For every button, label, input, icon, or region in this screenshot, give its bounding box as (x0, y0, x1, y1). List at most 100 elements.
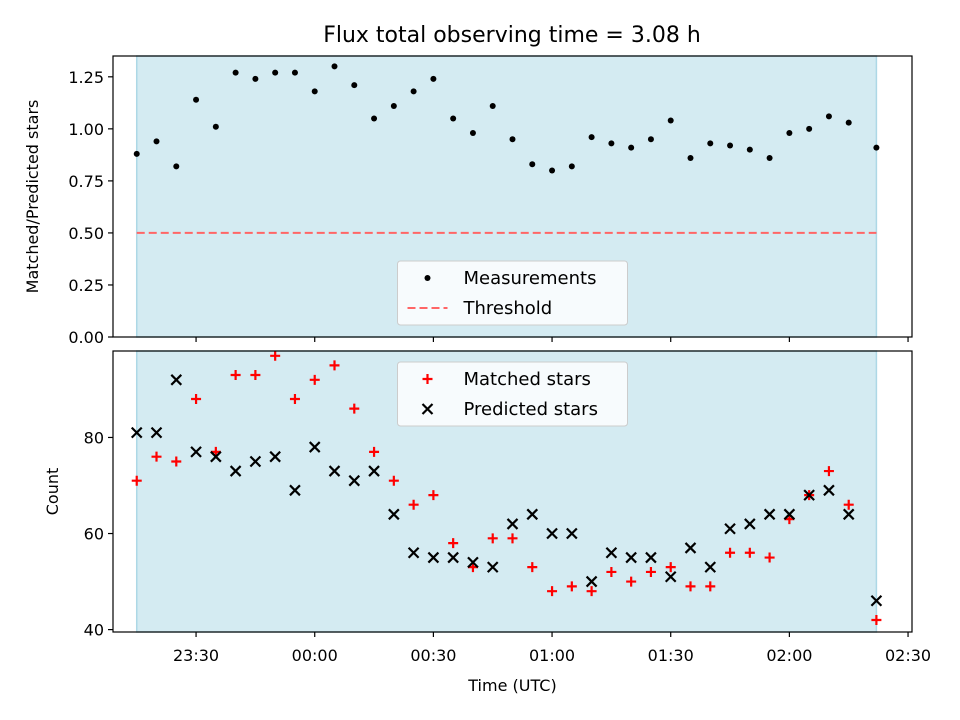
predicted-star-point (783, 508, 796, 521)
measurement-point (549, 167, 556, 174)
matched-star-point (645, 566, 656, 577)
matched-star-point (329, 360, 340, 371)
predicted-star-point (368, 465, 380, 477)
matched-star-point (626, 576, 637, 587)
measurement-point (806, 125, 813, 132)
measurement-point (173, 163, 180, 170)
predicted-star-point (645, 551, 657, 564)
predicted-star-point (447, 551, 459, 564)
legend-label: Threshold (463, 298, 553, 319)
predicted-star-point (190, 446, 202, 458)
predicted-star-point (803, 489, 815, 501)
x-axis-label: Time (UTC) (467, 676, 556, 695)
measurement-point (825, 113, 832, 120)
x-tick-label: 01:00 (529, 646, 575, 665)
legend-label: Matched stars (464, 369, 591, 390)
predicted-star-point (269, 450, 281, 463)
matched-star-point (270, 350, 281, 361)
measurement-point (212, 123, 219, 130)
matched-star-point (151, 451, 162, 462)
measurement-point (311, 88, 318, 95)
predicted-star-point (664, 570, 677, 583)
matched-star-point (388, 475, 399, 486)
matched-star-point (586, 586, 597, 597)
measurement-point (766, 154, 773, 161)
predicted-star-point (526, 508, 539, 521)
x-tick-label: 00:30 (410, 646, 456, 665)
predicted-star-point (407, 546, 420, 559)
predicted-star-point (506, 518, 519, 530)
figure-title: Flux total observing time = 3.08 h (323, 23, 701, 48)
predicted-star-point (870, 595, 883, 607)
matched-star-point (665, 562, 676, 573)
legend-matched-marker (422, 374, 433, 384)
measurement-point (430, 75, 437, 82)
measurement-point (291, 69, 298, 76)
predicted-star-point (130, 426, 143, 439)
measurement-point (529, 161, 536, 168)
measurement-point (469, 130, 476, 137)
measurement-point (390, 102, 397, 109)
measurement-point (687, 154, 694, 161)
matched-star-point (764, 552, 775, 563)
y-tick-label: 1.25 (68, 68, 104, 87)
axes-frame (112, 350, 913, 633)
measurement-point (351, 82, 358, 89)
matched-star-point (309, 374, 320, 385)
measurement-point (450, 115, 457, 122)
matched-star-point (705, 581, 716, 592)
measurement-point (588, 134, 595, 141)
matched-star-point (823, 466, 834, 477)
legend-measurement-marker (424, 275, 431, 281)
matched-star-point (527, 562, 538, 573)
matched-star-point (744, 547, 755, 558)
predicted-star-point (348, 474, 361, 487)
y-tick-label: 0.25 (68, 276, 104, 295)
bottom-panel: 40 60 80 23:30 00:00 00:30 01:00 01:30 02:00 02:3… (43, 350, 931, 695)
matched-star-point (428, 490, 439, 501)
predicted-star-point (566, 527, 578, 540)
predicted-star-point (744, 518, 756, 530)
y-tick-label: 80 (84, 428, 104, 447)
y-axis-label: Count (43, 468, 62, 516)
matched-star-point (685, 581, 696, 592)
y-tick-label: 60 (84, 525, 104, 544)
measurement-point (410, 88, 417, 95)
x-tick-label: 02:00 (766, 646, 812, 665)
predicted-star-point (249, 455, 262, 468)
measurement-point (489, 102, 496, 109)
measurement-point (331, 63, 338, 70)
matched-star-point (250, 370, 261, 381)
measurement-point (133, 150, 140, 157)
matched-star-point (448, 538, 459, 549)
measurement-point (232, 69, 239, 76)
matched-star-point (507, 533, 518, 544)
matched-star-point (606, 566, 617, 577)
y-tick-label: 40 (84, 621, 104, 640)
matched-star-point (566, 581, 577, 592)
matched-star-point (843, 499, 854, 510)
x-tick-label: 02:30 (885, 646, 931, 665)
predicted-star-point (763, 508, 776, 521)
predicted-star-point (605, 546, 618, 559)
matched-star-point (191, 394, 202, 405)
matched-star-point (131, 475, 142, 486)
measurement-point (193, 96, 200, 103)
predicted-star-point (467, 556, 479, 569)
measurement-point (707, 140, 714, 147)
matched-star-point (369, 446, 380, 457)
predicted-star-point (210, 450, 222, 463)
measurement-point (252, 75, 259, 82)
measurement-point (746, 146, 753, 153)
x-tick-label: 00:00 (292, 646, 338, 665)
predicted-star-point (625, 551, 637, 564)
predicted-star-point (724, 522, 736, 535)
y-tick-label: 1.00 (68, 120, 104, 139)
measurement-point (667, 117, 674, 124)
measurement-point (608, 140, 615, 147)
predicted-star-point (486, 561, 499, 573)
legend-label: Predicted stars (464, 399, 598, 420)
y-tick-label: 0.00 (68, 328, 104, 347)
predicted-star-point (170, 374, 183, 386)
